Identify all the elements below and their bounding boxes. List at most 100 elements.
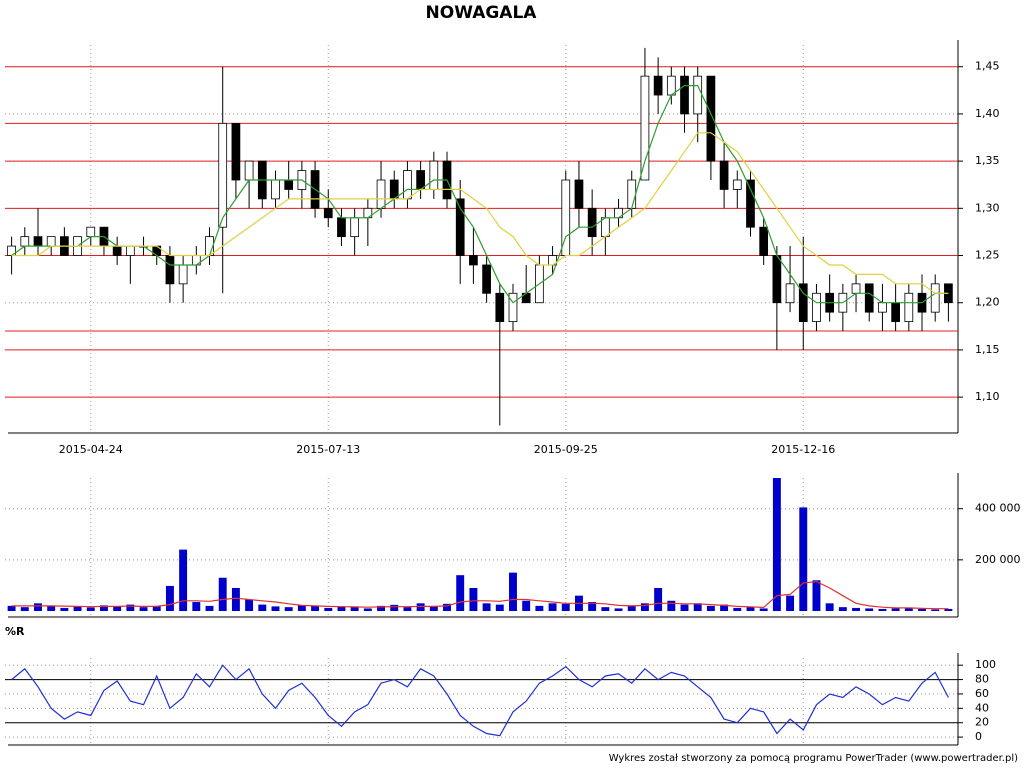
volume-bar [746,607,755,611]
candle-body [337,217,346,238]
volume-bar [918,608,926,611]
y-tick-label: 200 000 [975,553,1021,566]
candle-body [878,302,887,313]
volume-bar [284,607,293,611]
candle-body [600,217,610,238]
volume-bar [60,607,69,611]
candle-body [284,179,294,190]
volume-bar [192,602,201,611]
candle-body [746,179,755,228]
volume-bar [601,607,610,611]
volume-bar [469,587,478,611]
volume-bar [733,607,742,611]
candle-body [482,264,491,294]
y-tick-label: 1,10 [975,390,1000,403]
candle-body [46,236,56,247]
indicator-title: %R [5,625,25,638]
volume-bar [429,606,438,611]
candle-body [178,264,188,285]
volume-bar [113,606,122,611]
volume-bar [139,607,148,611]
x-tick-label: 2015-07-13 [296,443,360,456]
y-tick-label: 1,20 [975,296,1000,309]
candle-body [416,170,425,190]
volume-bar [772,478,781,611]
candle-body [403,170,412,200]
volume-bar [100,605,108,611]
volume-bar [86,607,95,611]
volume-bar [548,603,557,611]
candle-body [455,198,465,256]
candle-body [350,217,360,238]
volume-average [11,580,949,610]
volume-bar [205,605,214,611]
candle-body [851,283,861,294]
candle-body [812,292,821,323]
volume-bar [654,587,663,611]
candle-body [218,122,228,228]
volume-bar [944,608,953,611]
y-tick-label: 40 [975,701,989,714]
candle-body [680,75,689,115]
candle-body [469,255,478,266]
volume-bar [667,600,676,611]
x-tick-label: 2015-04-24 [59,443,123,456]
volume-bar [522,600,531,611]
candle-body [33,236,43,247]
candle-body [706,75,716,162]
candle-body [587,207,597,238]
volume-bar [377,605,385,611]
volume-bar [786,595,795,611]
volume-bar [759,608,768,611]
x-tick-label: 2015-12-16 [771,443,835,456]
candle-body [627,179,637,209]
y-tick-label: 20 [975,716,989,729]
volume-bar [165,585,174,611]
candle-body [666,75,676,96]
candle-body [640,75,650,181]
candle-body [20,236,30,247]
y-tick-label: 60 [975,687,989,700]
volume-bar [456,575,465,611]
volume-bar [627,605,636,611]
volume-bar [838,607,847,611]
volume-bar [258,604,267,611]
footer: Wykres został stworzony za pomocą progra… [609,753,1018,764]
volume-bar [363,608,372,611]
candle-body [376,179,386,209]
volume-bar [350,607,359,611]
chart-title: NOWAGALA [426,3,538,23]
y-tick-label: 80 [975,673,989,686]
x-tick-label: 2015-09-25 [534,443,598,456]
candle-body [125,245,135,256]
volume-bar [561,603,570,611]
candle-body [798,283,808,323]
candle-body [244,160,254,181]
y-tick-label: 1,45 [975,60,1000,73]
volume-bar [73,606,82,611]
volume-bar [7,605,16,611]
moving-average [11,85,949,304]
volume-bar [891,608,900,611]
volume-bar [403,607,412,611]
candle-body [904,292,914,323]
volume-bar [47,606,56,611]
volume-bar [443,603,451,611]
candle-body [231,122,241,181]
candle-body [429,160,439,190]
candle-body [7,245,16,256]
volume-bar [337,606,346,611]
volume-bar [720,604,729,611]
candle-body [930,283,940,313]
volume-bar [390,604,399,611]
volume-bar [614,608,623,611]
volume-bar [680,604,689,611]
candle-body [323,207,333,219]
y-tick-label: 400 000 [975,502,1021,515]
moving-average [11,132,949,294]
volume-bar [297,605,306,611]
volume-bar [509,572,517,611]
volume-bar [535,605,544,611]
candle-body [719,160,729,190]
